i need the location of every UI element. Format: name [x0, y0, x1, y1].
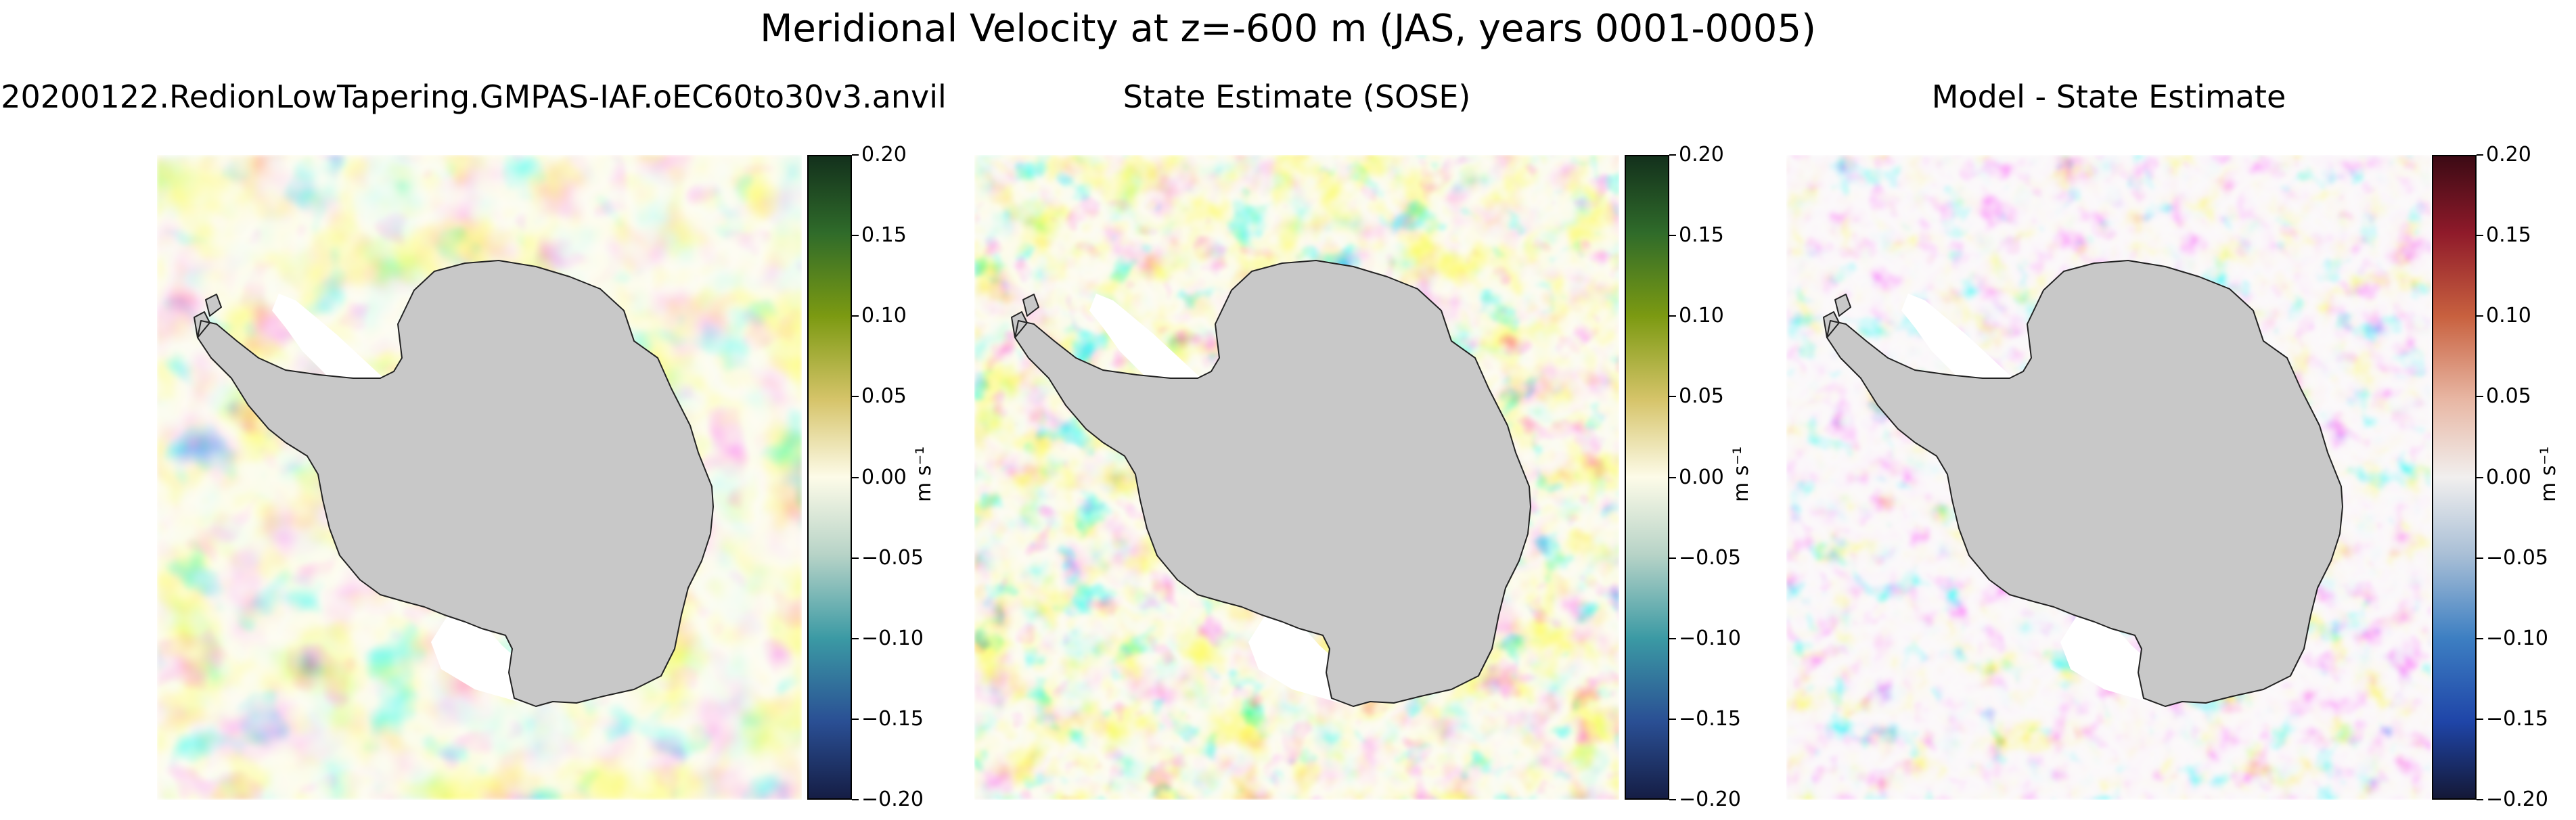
- figure-title: Meridional Velocity at z=-600 m (JAS, ye…: [760, 7, 1816, 51]
- colorbar-tick-label: −0.15: [1679, 706, 1741, 731]
- colorbar-tick-mark: [852, 315, 859, 317]
- colorbar-tick-mark: [1669, 154, 1676, 156]
- colorbar-tick-mark: [2477, 315, 2483, 317]
- colorbar-tick-label: 0.20: [861, 143, 907, 166]
- colorbar-tick-label: 0.00: [2486, 465, 2531, 489]
- colorbar-tick-label: 0.05: [1679, 384, 1724, 409]
- colorbar-tick-mark: [852, 235, 859, 237]
- colorbar-tick-label: 0.20: [2486, 143, 2531, 166]
- colorbar-difference: [2432, 155, 2477, 800]
- colorbar-tick-mark: [2477, 235, 2483, 237]
- colorbar-model-svg: [807, 155, 852, 800]
- colorbar-tick-mark: [1669, 637, 1676, 639]
- antarctica-landmass: [1011, 260, 1531, 707]
- colorbar-tick-mark: [2477, 557, 2483, 559]
- colorbar-tick-mark: [852, 637, 859, 639]
- map-model: [157, 155, 802, 800]
- colorbar-tick-mark: [2477, 637, 2483, 639]
- colorbar-tick-mark: [2477, 154, 2483, 156]
- colorbar-tick-mark: [1669, 235, 1676, 237]
- colorbar-difference-svg: [2432, 155, 2477, 800]
- colorbar-tick-label: 0.10: [1679, 304, 1724, 328]
- colorbar-tick-label: 0.10: [861, 304, 907, 328]
- colorbar-tick-mark: [852, 557, 859, 559]
- colorbar-tick-label: −0.10: [1679, 626, 1741, 650]
- map-reference-svg: [974, 155, 1619, 800]
- map-model-svg: [157, 155, 802, 800]
- colorbar-tick-mark: [1669, 718, 1676, 720]
- panel-title-difference: Model - State Estimate: [1931, 78, 2286, 115]
- colorbar-unit-model: m s⁻¹: [912, 446, 936, 502]
- colorbar-tick-label: −0.10: [861, 626, 924, 650]
- colorbar-tick-label: 0.05: [861, 384, 907, 409]
- colorbar-tick-label: 0.15: [861, 223, 907, 248]
- panel-title-model: 20200122.RedionLowTapering.GMPAS-IAF.oEC…: [1, 78, 947, 115]
- colorbar-tick-label: −0.20: [1679, 788, 1741, 811]
- colorbar-tick-mark: [852, 799, 859, 800]
- colorbar-tick-mark: [2477, 799, 2483, 800]
- colorbar-tick-mark: [852, 476, 859, 478]
- colorbar-tick-label: 0.00: [1679, 465, 1724, 489]
- colorbar-tick-label: −0.05: [2486, 545, 2548, 570]
- colorbar-tick-label: −0.15: [861, 706, 924, 731]
- ice-shelf: [1901, 294, 2179, 703]
- colorbar-tick-label: 0.05: [2486, 384, 2531, 409]
- panel-title-reference: State Estimate (SOSE): [1123, 78, 1471, 115]
- colorbar-tick-label: 0.00: [861, 465, 907, 489]
- antarctica-landmass: [1823, 260, 2343, 707]
- colorbar-reference-svg: [1625, 155, 1669, 800]
- colorbar-tick-mark: [2477, 396, 2483, 398]
- colorbar-tick-mark: [2477, 476, 2483, 478]
- colorbar-tick-label: 0.20: [1679, 143, 1724, 166]
- ice-shelf: [272, 294, 549, 703]
- colorbar-tick-label: −0.10: [2486, 626, 2548, 650]
- colorbar-tick-mark: [1669, 557, 1676, 559]
- colorbar-tick-mark: [1669, 396, 1676, 398]
- colorbar-tick-label: −0.05: [861, 545, 924, 570]
- colorbar-tick-label: 0.15: [2486, 223, 2531, 248]
- colorbar-model: [807, 155, 852, 800]
- colorbar-tick-mark: [1669, 476, 1676, 478]
- colorbar-tick-label: −0.20: [2486, 788, 2548, 811]
- map-difference: [1786, 155, 2431, 800]
- colorbar-tick-mark: [852, 396, 859, 398]
- colorbar-tick-mark: [852, 718, 859, 720]
- map-difference-svg: [1786, 155, 2431, 800]
- colorbar-tick-label: −0.05: [1679, 545, 1741, 570]
- colorbar-reference: [1625, 155, 1669, 800]
- colorbar-tick-label: 0.10: [2486, 304, 2531, 328]
- colorbar-tick-label: −0.20: [861, 788, 924, 811]
- colorbar-tick-mark: [852, 154, 859, 156]
- antarctica-landmass: [194, 260, 714, 707]
- colorbar-tick-mark: [1669, 315, 1676, 317]
- map-reference: [974, 155, 1619, 800]
- colorbar-unit-difference: m s⁻¹: [2537, 446, 2560, 502]
- colorbar-unit-reference: m s⁻¹: [1730, 446, 1753, 502]
- colorbar-tick-label: 0.15: [1679, 223, 1724, 248]
- colorbar-tick-mark: [2477, 718, 2483, 720]
- colorbar-tick-mark: [1669, 799, 1676, 800]
- colorbar-tick-label: −0.15: [2486, 706, 2548, 731]
- ice-shelf: [1089, 294, 1367, 703]
